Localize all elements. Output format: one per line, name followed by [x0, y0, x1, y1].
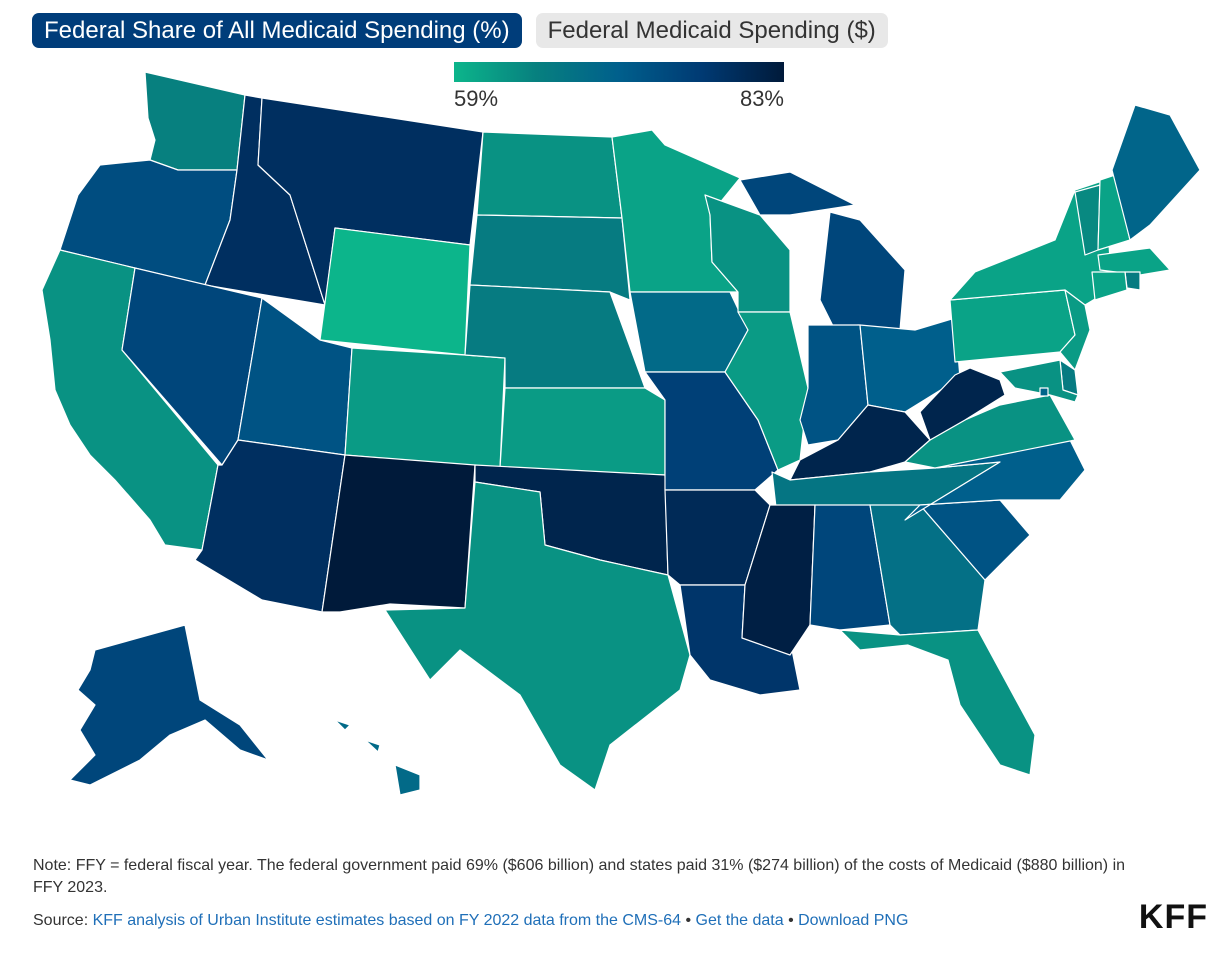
state-ma[interactable] [1097, 247, 1171, 276]
footnote: Note: FFY = federal fiscal year. The fed… [33, 857, 1126, 896]
state-ia[interactable] [629, 291, 749, 373]
state-tx[interactable] [384, 481, 691, 791]
state-al[interactable] [809, 504, 891, 631]
state-fl[interactable] [839, 629, 1036, 776]
state-ct[interactable] [1091, 271, 1128, 301]
source-prefix: Source: [33, 912, 89, 929]
tab-federal-share[interactable]: Federal Share of All Medicaid Spending (… [32, 13, 522, 48]
state-wv[interactable] [919, 367, 1006, 441]
legend-gradient-bar [454, 62, 784, 82]
state-nd[interactable] [476, 131, 623, 219]
kff-logo: KFF [1138, 898, 1208, 936]
source-link[interactable]: KFF analysis of Urban Institute estimate… [92, 912, 682, 929]
state-wy[interactable] [319, 227, 471, 356]
state-nm[interactable] [321, 454, 476, 613]
state-md[interactable] [999, 359, 1079, 403]
state-sd[interactable] [469, 214, 631, 301]
separator: • [685, 912, 692, 929]
state-hi[interactable] [334, 719, 421, 796]
tab-bar: Federal Share of All Medicaid Spending (… [32, 13, 888, 48]
us-choropleth-map [41, 71, 1201, 796]
download-png-link[interactable]: Download PNG [798, 912, 909, 929]
color-legend: 59% 83% [454, 62, 784, 112]
state-pa[interactable] [949, 289, 1076, 363]
state-me[interactable] [1111, 104, 1201, 241]
state-nc[interactable] [904, 439, 1086, 521]
state-ks[interactable] [499, 387, 666, 476]
state-wa[interactable] [144, 71, 246, 171]
state-az[interactable] [194, 439, 346, 613]
state-ak[interactable] [69, 624, 269, 786]
state-co[interactable] [344, 347, 506, 469]
get-data-link[interactable]: Get the data [695, 912, 784, 929]
separator: • [788, 912, 794, 929]
legend-min-label: 59% [454, 86, 499, 111]
state-dc[interactable] [1039, 387, 1049, 397]
tab-federal-spending[interactable]: Federal Medicaid Spending ($) [535, 13, 888, 48]
legend-max-label: 83% [739, 86, 784, 111]
source-line: Source: KFF analysis of Urban Institute … [33, 910, 908, 932]
state-il[interactable] [724, 311, 809, 471]
